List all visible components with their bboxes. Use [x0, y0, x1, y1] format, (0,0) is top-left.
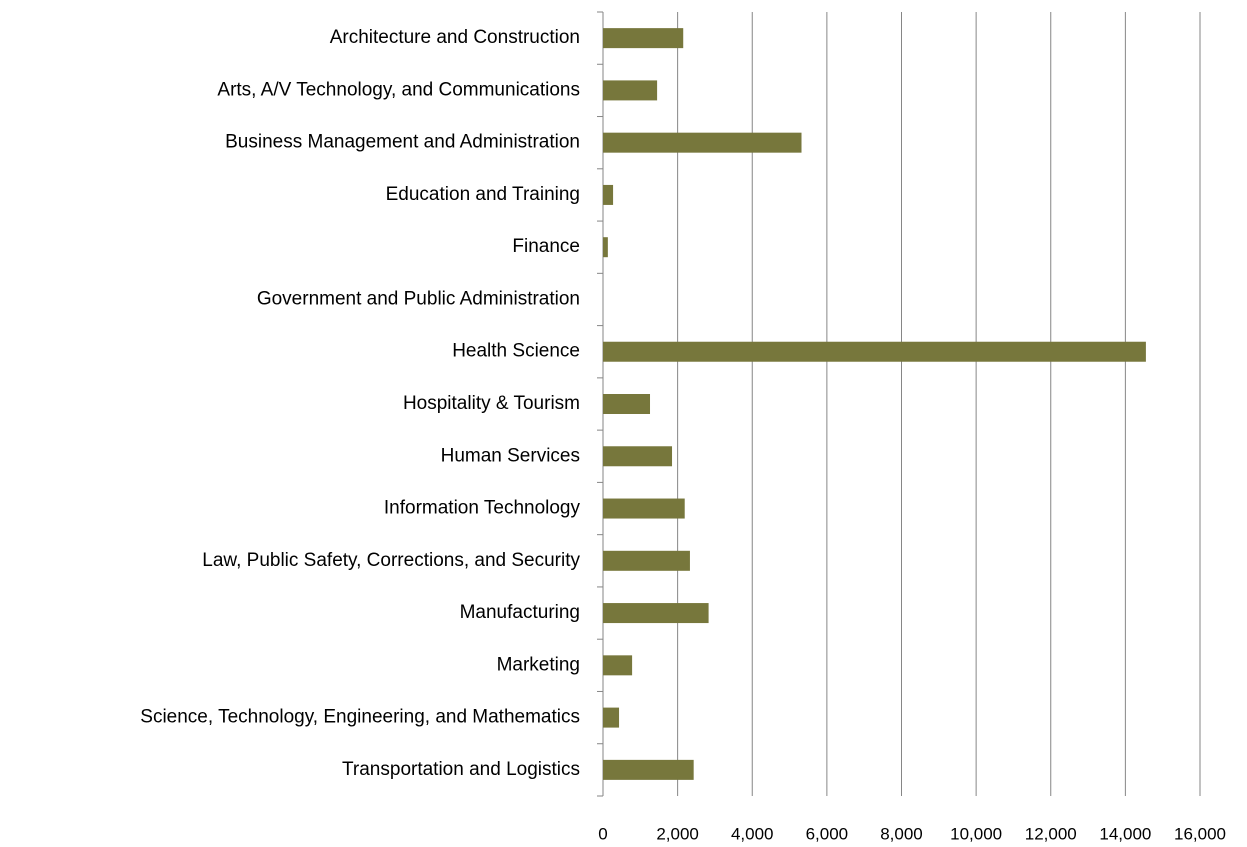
y-tick-label: Transportation and Logistics	[342, 759, 580, 780]
y-tick-label: Hospitality & Tourism	[403, 393, 580, 414]
x-tick-label: 8,000	[880, 824, 923, 843]
bar	[603, 550, 690, 571]
y-tick-label: Law, Public Safety, Corrections, and Sec…	[202, 550, 580, 571]
x-tick-label: 4,000	[731, 824, 774, 843]
bar	[603, 707, 620, 728]
x-tick-label: 6,000	[806, 824, 849, 843]
bar	[603, 446, 673, 467]
y-tick-label: Architecture and Construction	[330, 27, 580, 48]
y-tick-label: Marketing	[497, 654, 580, 675]
y-tick-label: Education and Training	[386, 184, 580, 205]
bar	[603, 655, 633, 676]
bar	[603, 237, 608, 258]
x-tick-label: 2,000	[656, 824, 699, 843]
bar	[603, 759, 694, 780]
y-tick-label: Arts, A/V Technology, and Communications	[217, 79, 580, 100]
bar	[603, 341, 1146, 362]
y-tick-label: Health Science	[452, 341, 580, 362]
bar	[603, 603, 709, 624]
bar	[603, 132, 802, 153]
y-tick-label: Human Services	[441, 445, 580, 466]
y-tick-label: Business Management and Administration	[225, 132, 580, 153]
y-tick-label: Government and Public Administration	[257, 288, 580, 309]
bar	[603, 80, 658, 101]
y-tick-label: Manufacturing	[460, 602, 580, 623]
x-tick-label: 0	[598, 824, 607, 843]
y-tick-label: Information Technology	[384, 498, 581, 519]
x-tick-label: 14,000	[1099, 824, 1151, 843]
y-tick-label: Finance	[512, 236, 580, 257]
bar	[603, 498, 685, 519]
x-tick-label: 16,000	[1174, 824, 1226, 843]
x-tick-label: 10,000	[950, 824, 1002, 843]
bar	[603, 28, 684, 49]
bar	[603, 394, 651, 414]
x-tick-label: 12,000	[1025, 824, 1077, 843]
y-tick-label: Science, Technology, Engineering, and Ma…	[140, 707, 580, 728]
bar	[603, 184, 614, 205]
